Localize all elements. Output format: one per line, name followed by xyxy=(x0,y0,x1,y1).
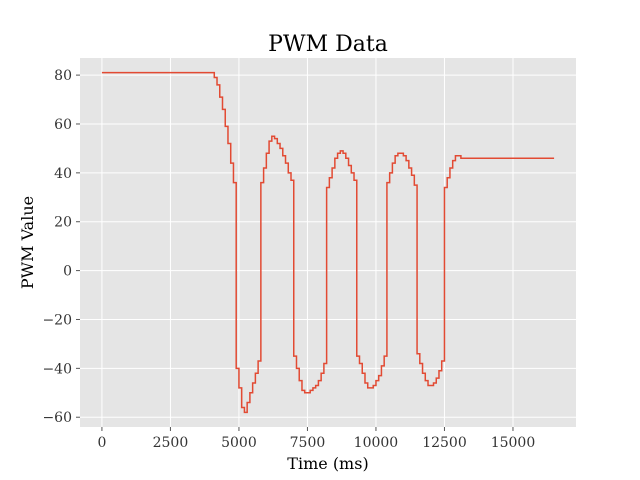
y-tick-label: 40 xyxy=(54,166,72,182)
series-line xyxy=(101,71,555,414)
x-tick-label: 0 xyxy=(97,435,106,451)
x-axis: 0 2500 5000 7500 10000 12500 15000 xyxy=(97,427,535,451)
plot-area xyxy=(80,58,576,427)
y-tick-label: 60 xyxy=(54,117,72,133)
x-tick-label: 10000 xyxy=(354,435,399,451)
x-tick-label: 15000 xyxy=(491,435,536,451)
y-tick-label: 80 xyxy=(54,68,72,84)
y-tick-label: 0 xyxy=(63,264,72,280)
x-tick-label: 2500 xyxy=(153,435,189,451)
x-tick-label: 12500 xyxy=(422,435,467,451)
y-axis-label: PWM Value xyxy=(18,196,37,289)
x-tick-label: 7500 xyxy=(290,435,326,451)
y-tick-label: 20 xyxy=(54,215,72,231)
y-tick-label: −40 xyxy=(42,361,72,377)
x-axis-label: Time (ms) xyxy=(287,454,368,473)
chart-title: PWM Data xyxy=(268,32,388,57)
y-axis: −60 −40 −20 0 20 40 60 80 xyxy=(42,68,80,426)
y-tick-label: −20 xyxy=(42,312,72,328)
x-tick-label: 5000 xyxy=(221,435,257,451)
y-tick-label: −60 xyxy=(42,410,72,426)
